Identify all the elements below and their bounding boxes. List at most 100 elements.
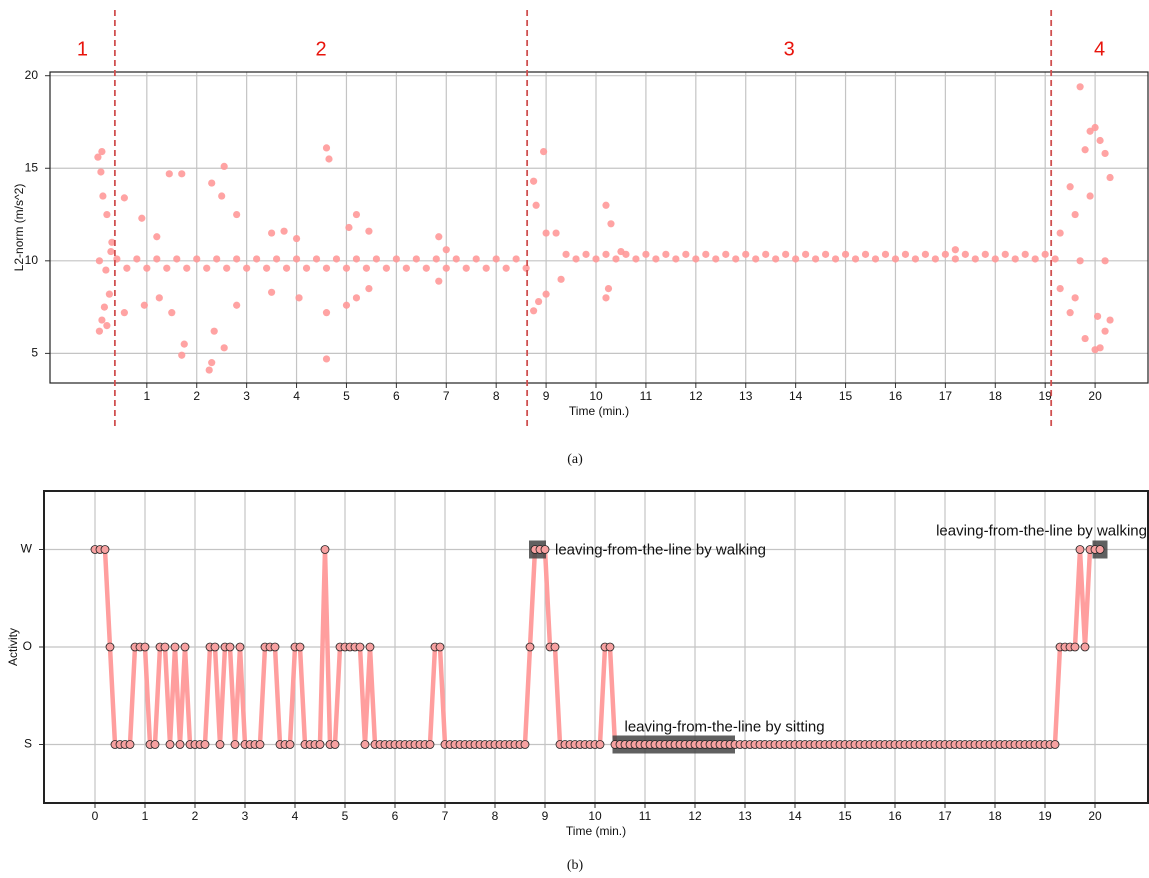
data-point: [362, 264, 371, 272]
data-point: [233, 210, 241, 219]
data-point: [102, 266, 110, 274]
data-marker: [215, 740, 225, 749]
data-marker: [160, 642, 170, 652]
data-point: [792, 255, 800, 263]
data-point: [210, 327, 218, 335]
data-point: [422, 264, 430, 272]
phase-label: 2: [315, 38, 326, 60]
data-point: [352, 210, 361, 219]
data-point: [642, 250, 650, 258]
data-point: [1081, 146, 1089, 154]
data-point: [911, 255, 920, 263]
data-point: [233, 301, 241, 309]
data-point: [155, 294, 163, 302]
data-point: [302, 264, 311, 272]
data-point: [462, 264, 470, 272]
data-point: [325, 155, 333, 163]
data-point: [153, 233, 161, 241]
annotation: leaving-from-the-line by walking: [555, 541, 766, 558]
data-point: [208, 179, 216, 187]
data-point: [332, 255, 341, 263]
x-tick-label: 12: [688, 809, 702, 823]
x-tick-label: 8: [492, 809, 499, 823]
data-point: [901, 250, 910, 258]
data-point: [280, 227, 288, 235]
x-tick-label: 1: [143, 389, 150, 403]
y-axis-label: L2-norm (m/s^2): [12, 184, 26, 272]
x-tick-label: 2: [192, 809, 199, 823]
data-point: [342, 264, 351, 272]
data-marker: [165, 740, 175, 749]
data-point: [153, 255, 161, 263]
data-point: [94, 153, 102, 161]
data-point: [1101, 327, 1109, 335]
data-point: [442, 246, 450, 254]
data-point: [138, 214, 146, 222]
data-point: [1031, 255, 1039, 263]
x-tick-label: 2: [193, 389, 200, 403]
x-tick-label: 5: [342, 809, 349, 823]
data-point: [220, 162, 228, 171]
data-marker: [1080, 642, 1090, 652]
data-point: [602, 250, 610, 258]
data-point: [572, 255, 580, 263]
data-point: [672, 255, 680, 263]
data-point: [492, 255, 500, 263]
data-marker: [1050, 740, 1060, 749]
data-point: [602, 294, 610, 302]
plot-frame: [43, 490, 1149, 804]
data-point: [951, 246, 959, 254]
phase-label: 4: [1094, 38, 1105, 60]
x-tick-label: 1: [142, 809, 149, 823]
data-point: [223, 264, 231, 272]
data-point: [532, 201, 540, 209]
data-point: [123, 264, 131, 272]
annotation: leaving-from-the-line by sitting: [625, 718, 825, 735]
data-point: [435, 233, 443, 241]
data-point: [435, 277, 443, 285]
data-point: [100, 303, 109, 311]
data-point: [871, 255, 880, 263]
y-tick-label: 5: [31, 346, 38, 360]
data-point: [220, 344, 228, 352]
y-tick-label: 15: [25, 160, 39, 174]
data-point: [851, 255, 860, 263]
x-tick-label: 19: [1039, 389, 1053, 403]
data-marker: [595, 740, 605, 749]
data-point: [173, 255, 181, 263]
data-point: [662, 250, 670, 258]
data-point: [99, 192, 107, 200]
data-point: [322, 355, 331, 363]
x-tick-label: 3: [242, 809, 249, 823]
data-marker: [180, 642, 190, 652]
data-marker: [230, 740, 240, 749]
x-tick-label: 10: [589, 389, 603, 403]
data-point: [365, 227, 373, 235]
x-tick-label: 15: [838, 809, 852, 823]
phase-label: 3: [784, 38, 795, 60]
data-marker: [1070, 642, 1080, 652]
data-marker: [540, 545, 550, 554]
data-point: [133, 255, 141, 263]
data-point: [267, 288, 276, 296]
data-point: [762, 250, 770, 258]
data-marker: [255, 740, 265, 749]
data-point: [951, 255, 959, 263]
data-marker: [1075, 545, 1085, 554]
x-tick-label: 0: [92, 809, 99, 823]
data-point: [143, 264, 151, 272]
data-point: [582, 250, 590, 258]
data-point: [1066, 309, 1074, 317]
data-point: [372, 255, 381, 263]
data-point: [622, 250, 630, 258]
data-point: [1011, 255, 1019, 263]
data-point: [205, 366, 213, 374]
data-point: [861, 250, 870, 258]
data-point: [542, 229, 550, 237]
data-point: [103, 210, 111, 219]
x-axis-label: Time (min.): [566, 824, 626, 838]
data-marker: [605, 642, 615, 652]
data-point: [1096, 136, 1104, 145]
data-marker: [150, 740, 160, 749]
